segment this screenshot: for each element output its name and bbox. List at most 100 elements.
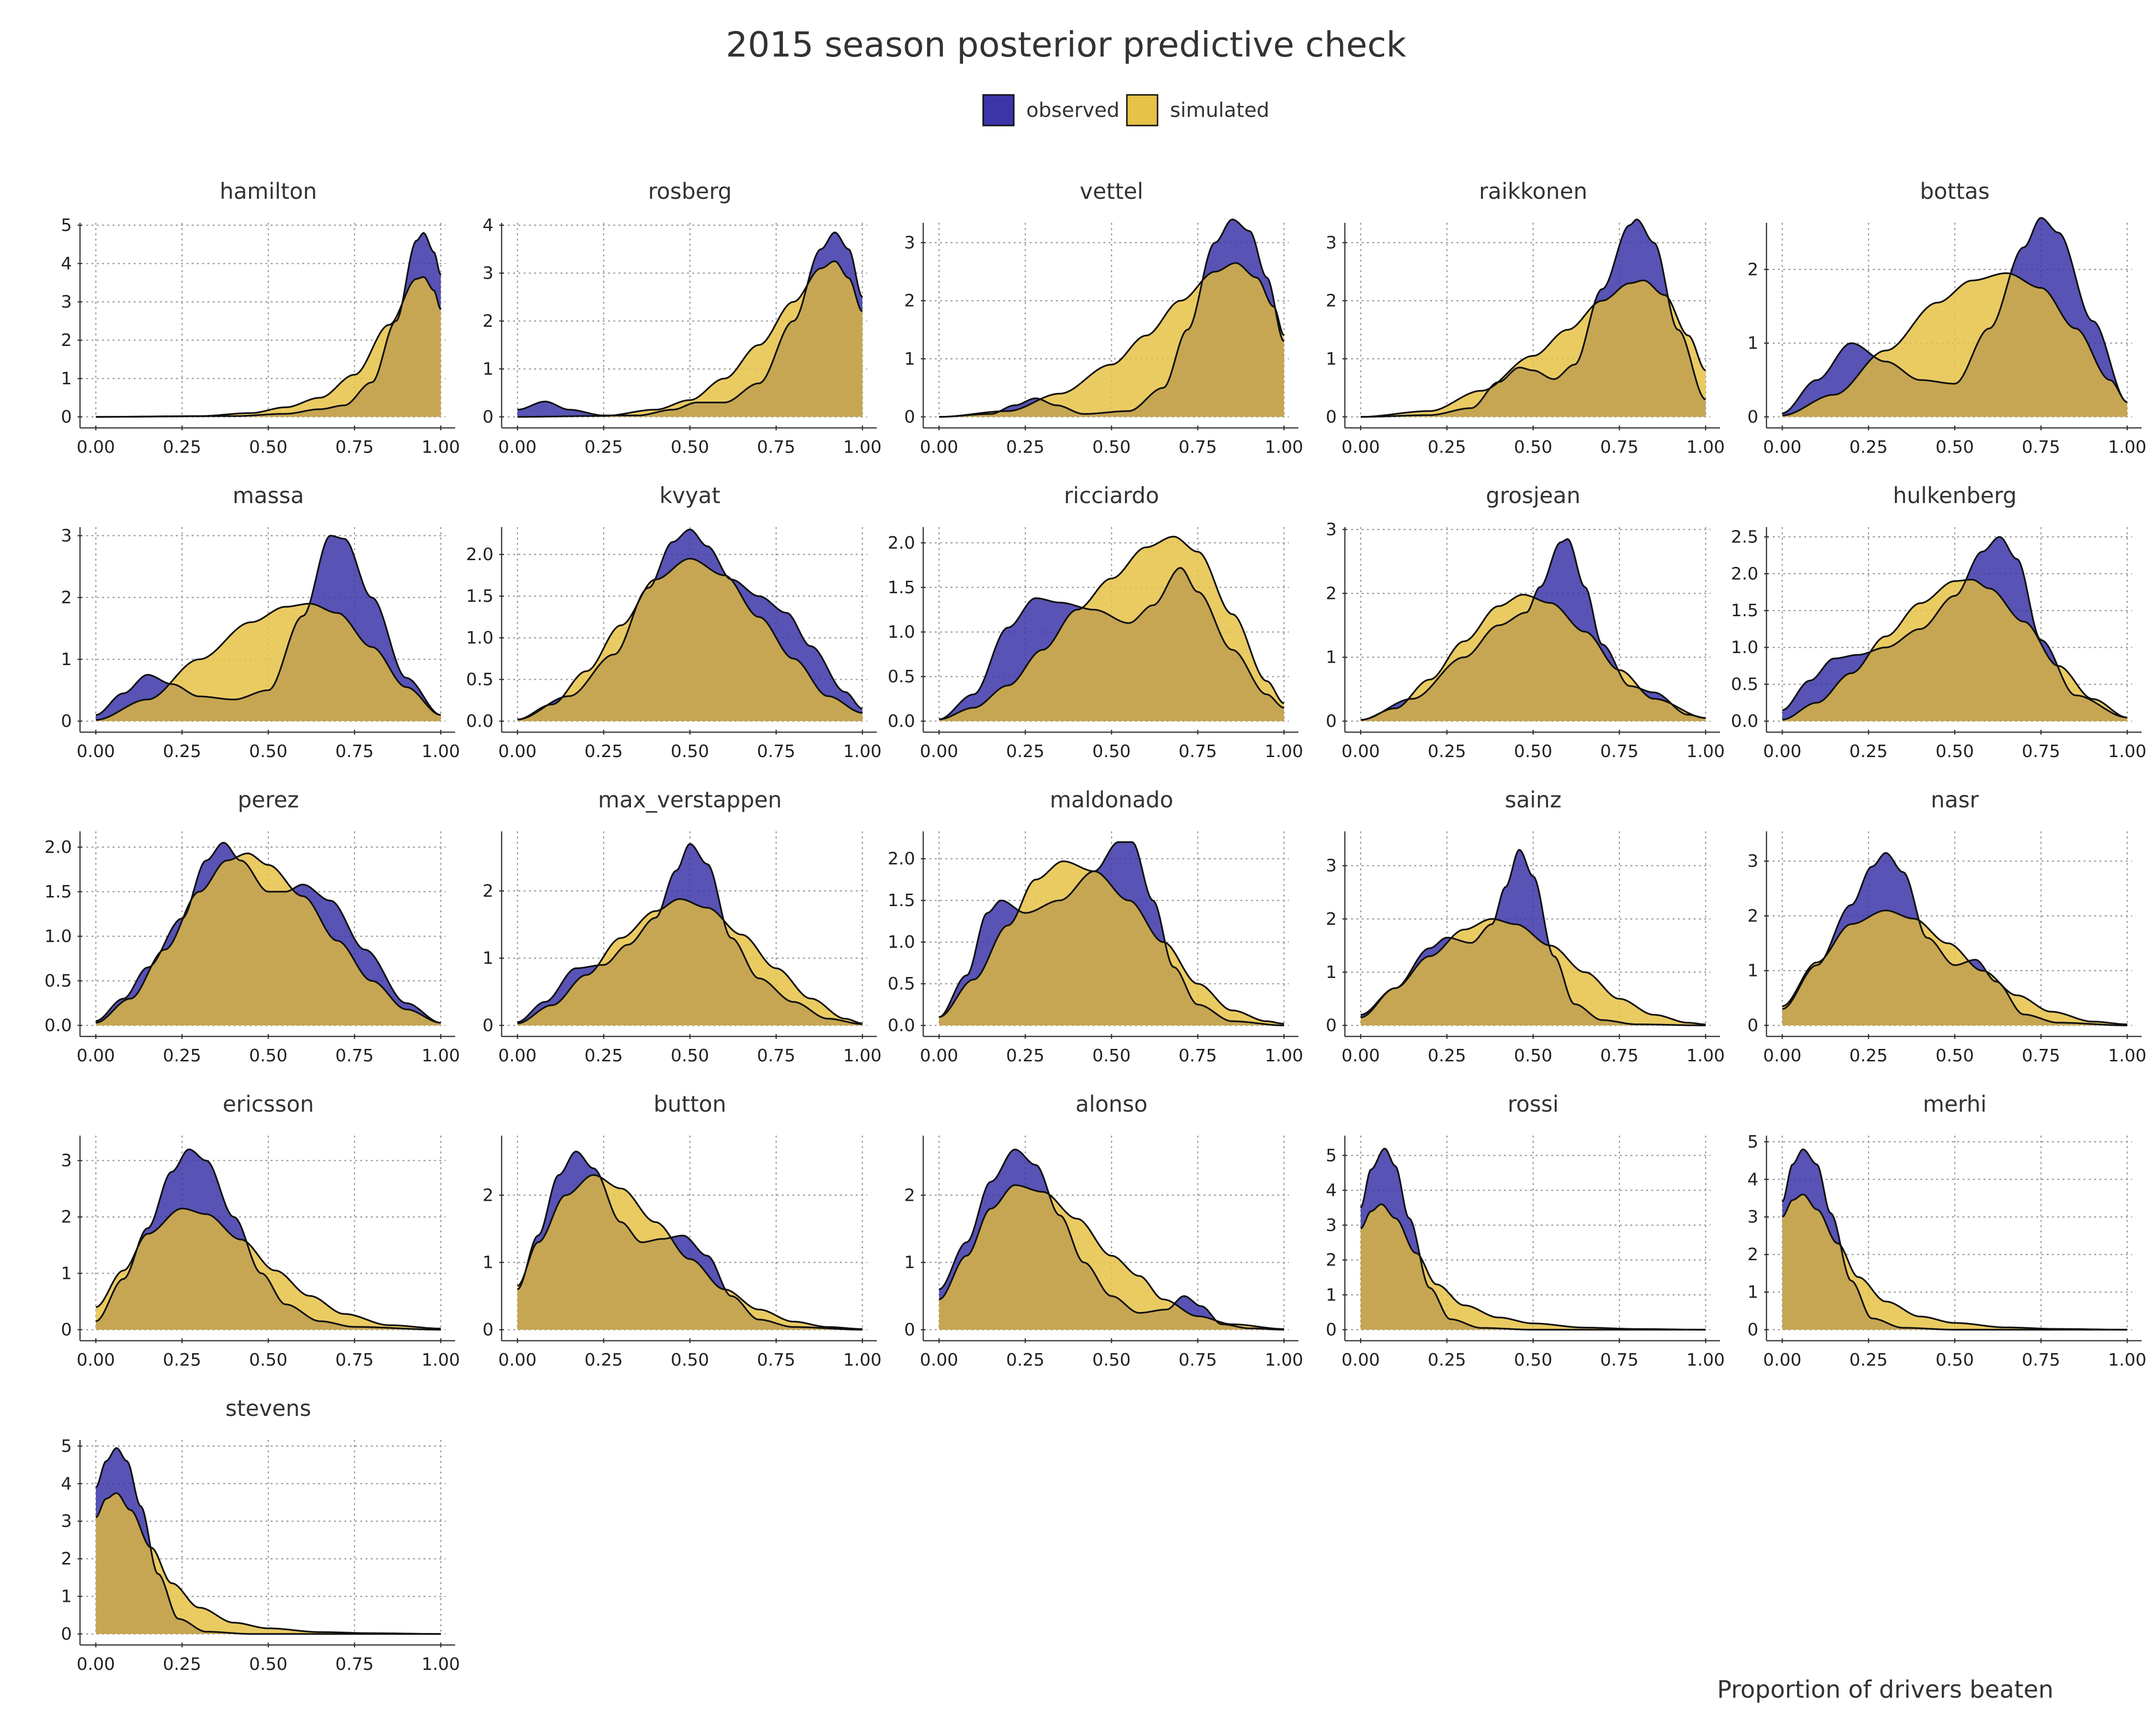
x-tick-label: 0.50: [671, 1350, 709, 1370]
x-tick-label: 0.25: [1006, 742, 1044, 761]
simulated-density-line: [939, 860, 1284, 1025]
y-tick-label: 1.0: [888, 622, 915, 642]
panel-title-button: button: [654, 1091, 726, 1117]
overlap-density-area: [517, 558, 862, 721]
y-tick-label: 3: [1747, 851, 1758, 871]
panel-title-raikkonen: raikkonen: [1479, 178, 1587, 204]
panel-alonso: alonso 0.00 0.25 0.50 0.75 1.00 0 1 2: [904, 1091, 1303, 1370]
x-tick-label: 0.50: [1514, 437, 1552, 457]
x-tick-label: 0.50: [671, 742, 709, 761]
simulated-density-line: [517, 558, 863, 721]
overlap-density-area: [1782, 274, 2127, 417]
y-tick-label: 0: [482, 407, 493, 427]
simulated-density-area: [1782, 1194, 2127, 1330]
x-tick-label: 0.50: [1936, 1046, 1974, 1066]
y-tick-label: 3: [61, 292, 72, 312]
y-tick-label: 1: [61, 1264, 72, 1283]
x-tick-label: 0.00: [1763, 1046, 1801, 1066]
x-tick-label: 0.50: [1936, 742, 1974, 761]
x-tick-label: 1.00: [422, 1046, 460, 1066]
y-tick-label: 1: [482, 359, 493, 379]
simulated-density-line: [1361, 279, 1706, 418]
y-tick-label: 0: [1747, 407, 1758, 427]
x-tick-label: 0.75: [1600, 1350, 1639, 1370]
x-tick-label: 0.00: [1342, 1046, 1380, 1066]
y-tick-label: 1.0: [1731, 638, 1758, 657]
y-tick-label: 1.5: [1731, 601, 1758, 621]
simulated-density-line: [1782, 909, 2127, 1025]
panel-sainz: sainz 0.00 0.25 0.50 0.75 1.00 0 1 2 3: [1326, 787, 1725, 1066]
x-tick-label: 0.50: [1936, 1350, 1974, 1370]
y-tick-label: 2.5: [1731, 527, 1758, 547]
x-tick-label: 1.00: [2108, 1350, 2146, 1370]
observed-density-line: [939, 1149, 1284, 1331]
y-tick-label: 0: [1326, 407, 1337, 427]
overlap-density-area: [517, 261, 862, 417]
chart-title: 2015 season posterior predictive check: [726, 24, 1407, 65]
panel-title-ricciardo: ricciardo: [1064, 483, 1159, 508]
legend-label-observed: observed: [1026, 98, 1120, 122]
x-tick-label: 0.75: [1179, 1350, 1217, 1370]
overlap-density-area: [1361, 919, 1706, 1025]
y-tick-label: 1: [904, 349, 915, 369]
x-tick-label: 0.00: [920, 437, 958, 457]
observed-density-line: [517, 231, 863, 416]
y-tick-label: 0: [1326, 1016, 1337, 1035]
overlap-density-area: [96, 1493, 441, 1634]
overlap-density-area: [96, 1208, 441, 1330]
observed-density-line: [1361, 218, 1706, 418]
x-tick-label: 0.00: [920, 1350, 958, 1370]
y-tick-label: 2.0: [888, 533, 915, 553]
panel-title-hamilton: hamilton: [219, 178, 317, 204]
simulated-density-area: [96, 277, 441, 417]
x-tick-label: 0.75: [757, 437, 795, 457]
panel-title-kvyat: kvyat: [659, 483, 720, 508]
x-tick-label: 0.75: [335, 1046, 374, 1066]
x-tick-label: 0.25: [163, 1655, 201, 1674]
x-tick-label: 0.50: [249, 1350, 287, 1370]
y-tick-label: 2: [61, 588, 72, 608]
overlap-density-area: [939, 1185, 1284, 1330]
x-tick-label: 0.75: [1600, 742, 1639, 761]
y-tick-label: 0: [61, 1320, 72, 1340]
y-tick-label: 0: [482, 1016, 493, 1035]
y-tick-label: 0: [61, 1624, 72, 1644]
x-tick-label: 0.75: [2022, 437, 2060, 457]
x-tick-label: 0.75: [2022, 1350, 2060, 1370]
y-tick-label: 2: [61, 331, 72, 350]
x-tick-label: 0.00: [77, 742, 115, 761]
y-tick-label: 1.0: [466, 628, 493, 648]
x-tick-label: 0.00: [1763, 1350, 1801, 1370]
observed-density-line: [95, 1148, 441, 1331]
y-tick-label: 4: [482, 216, 493, 235]
observed-density-line: [1782, 852, 2127, 1026]
observed-density-line: [939, 567, 1284, 721]
x-tick-label: 0.25: [1849, 437, 1888, 457]
legend: observed simulated: [982, 94, 1269, 126]
overlap-density-area: [939, 568, 1284, 721]
y-tick-label: 0.5: [888, 667, 915, 687]
simulated-density-line: [517, 898, 863, 1024]
y-tick-label: 3: [1326, 856, 1337, 876]
x-tick-label: 1.00: [1686, 742, 1725, 761]
y-tick-label: 3: [61, 1512, 72, 1531]
legend-swatch-simulated: [1126, 94, 1158, 126]
observed-density-line: [1782, 217, 2128, 414]
panel-title-vettel: vettel: [1080, 178, 1144, 204]
simulated-density-line: [95, 603, 441, 721]
x-tick-label: 0.00: [1342, 742, 1380, 761]
x-tick-label: 0.00: [1342, 1350, 1380, 1370]
panel-title-rossi: rossi: [1508, 1091, 1559, 1117]
simulated-density-line: [95, 1492, 441, 1635]
panel-title-grosjean: grosjean: [1486, 483, 1581, 508]
x-tick-label: 0.00: [498, 1046, 537, 1066]
y-tick-label: 1.5: [45, 882, 72, 902]
observed-density-line: [1360, 849, 1706, 1026]
x-tick-label: 0.25: [1428, 1350, 1466, 1370]
overlap-density-area: [517, 899, 862, 1025]
panel-rosberg: rosberg 0.00 0.25 0.50 0.75 1.00 0 1 2 3 4: [482, 178, 882, 457]
x-tick-label: 0.75: [1179, 437, 1217, 457]
y-tick-label: 1: [61, 650, 72, 669]
y-tick-label: 1.5: [888, 578, 915, 598]
simulated-density-line: [939, 262, 1285, 418]
